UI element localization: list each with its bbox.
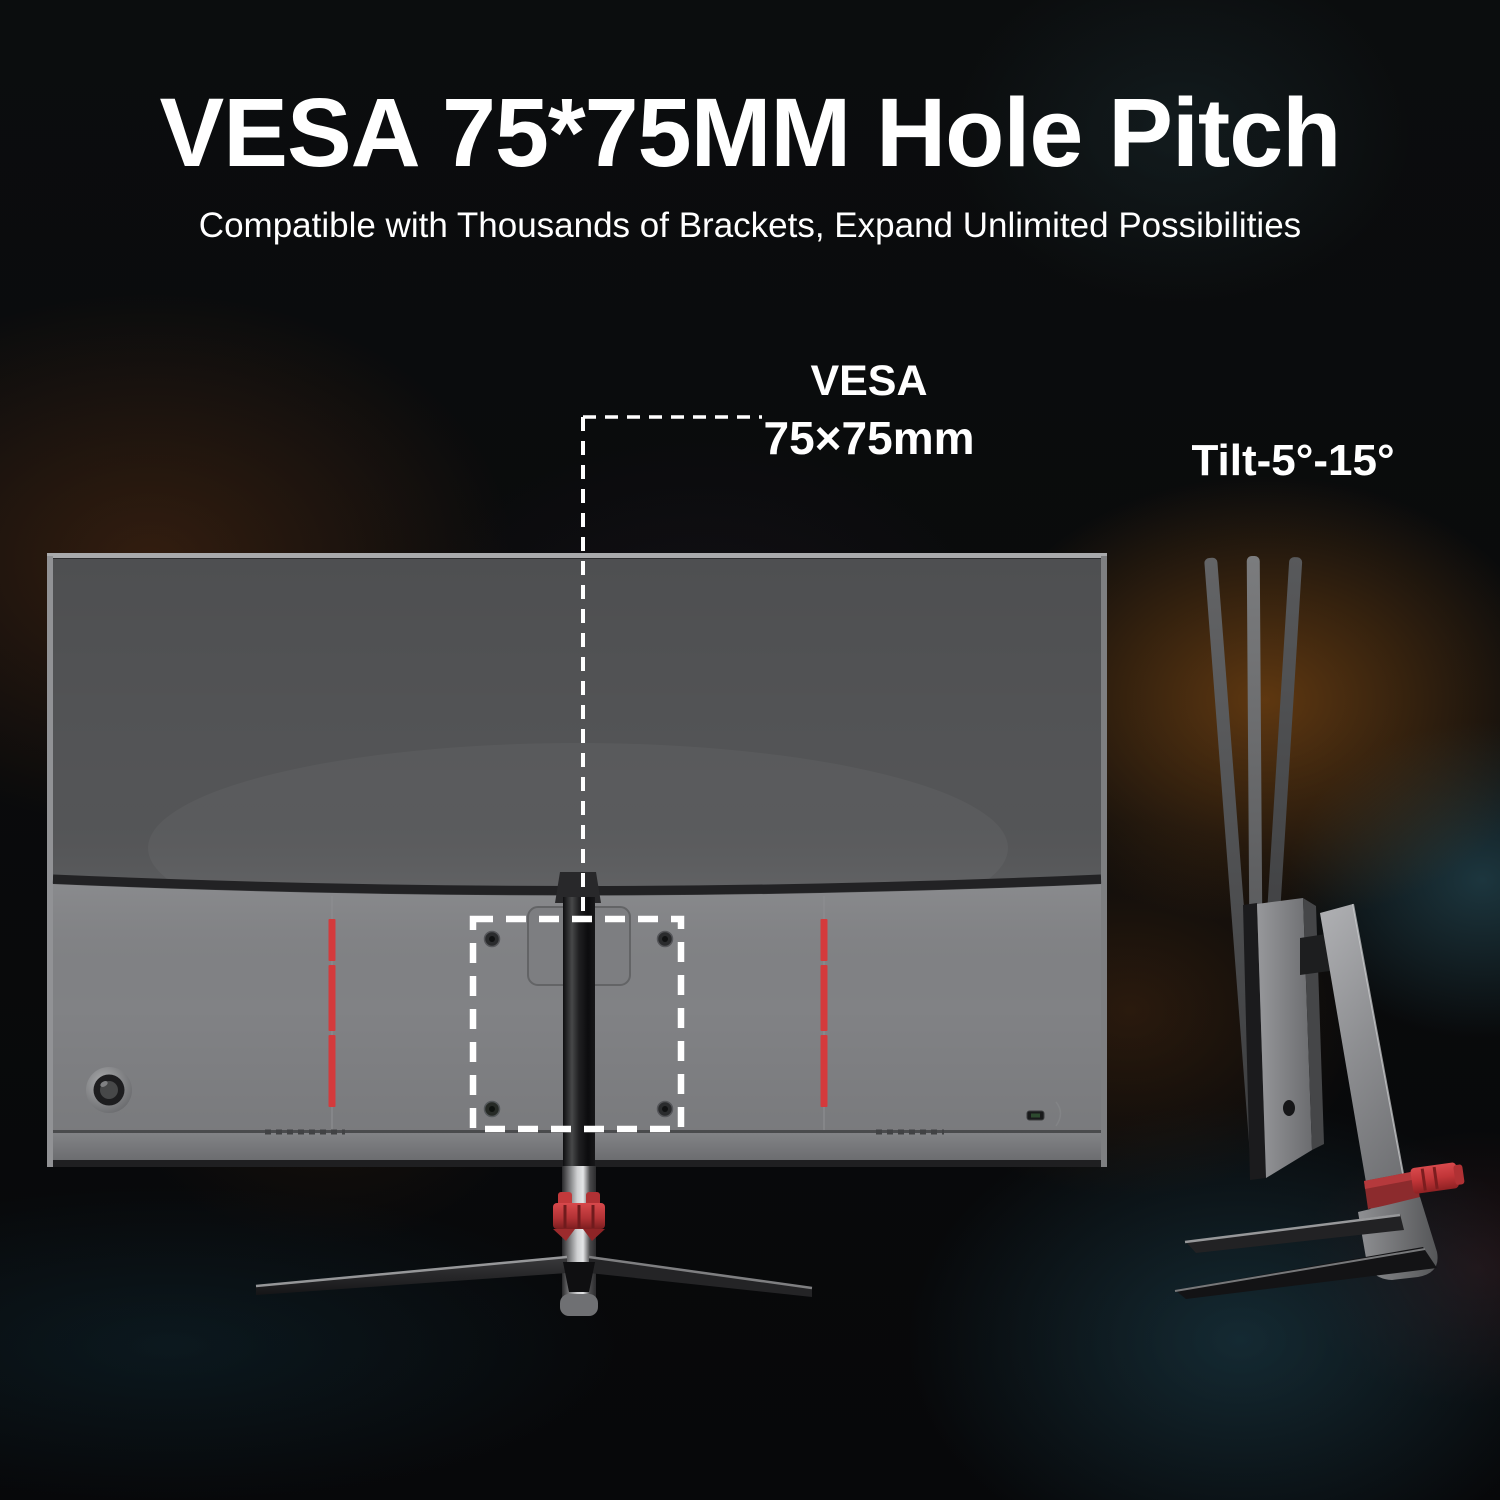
monitor-back-view — [47, 553, 1107, 1316]
page-subtitle: Compatible with Thousands of Brackets, E… — [198, 206, 1302, 245]
side-foot-lower — [1175, 1247, 1437, 1299]
vesa-dimension-callout: VESA 75×75mm — [744, 357, 994, 464]
side-foot-upper — [1185, 1214, 1404, 1253]
side-housing — [1257, 898, 1312, 1178]
joystick-button[interactable] — [86, 1067, 132, 1113]
stand-neck-cap — [560, 1294, 598, 1316]
side-screen-edge — [1243, 903, 1266, 1180]
tilt-range-label: Tilt-5°-15° — [1191, 436, 1395, 485]
red-accent-stripe-left — [328, 919, 336, 1107]
vesa-screw-holes — [483, 930, 674, 1118]
monitor-left-edge — [47, 556, 53, 1167]
vesa-annotations — [469, 415, 762, 1133]
vesa-callout-line2: 75×75mm — [763, 412, 975, 464]
monitor-side-view — [1174, 556, 1465, 1299]
side-port — [1283, 1100, 1295, 1116]
stand-red-collar[interactable] — [553, 1192, 605, 1241]
hinge-notch — [555, 872, 601, 903]
side-red-clamp[interactable] — [1364, 1161, 1465, 1209]
page-title: VESA 75*75MM Hole Pitch — [159, 78, 1342, 187]
side-stand-leg — [1320, 904, 1414, 1247]
stand-base-legs — [255, 1255, 813, 1297]
monitor-right-edge — [1101, 556, 1107, 1167]
red-accent-stripe-right — [820, 919, 828, 1107]
stand-neck — [563, 897, 595, 1167]
vesa-area-dashed-box — [469, 915, 685, 1133]
side-stand-base — [1174, 1197, 1438, 1299]
vesa-callout-line1: VESA — [810, 357, 928, 405]
monitor-top-edge — [47, 553, 1107, 558]
back-panel-upper-shading — [53, 559, 1101, 888]
power-port — [1026, 1101, 1062, 1127]
